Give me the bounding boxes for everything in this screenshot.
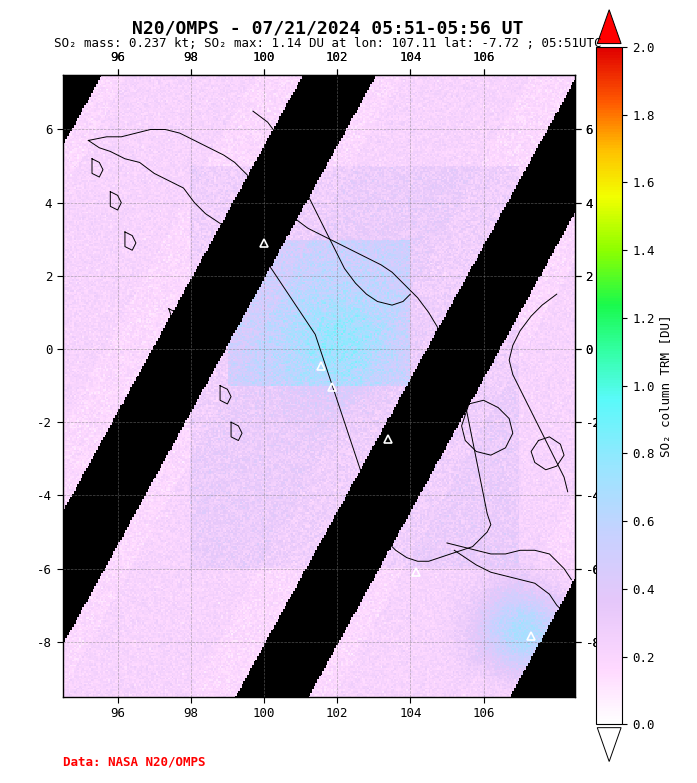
Polygon shape: [597, 9, 621, 44]
Text: SO₂ mass: 0.237 kt; SO₂ max: 1.14 DU at lon: 107.11 lat: -7.72 ; 05:51UTC: SO₂ mass: 0.237 kt; SO₂ max: 1.14 DU at …: [54, 37, 602, 50]
Text: Data: NASA N20/OMPS: Data: NASA N20/OMPS: [63, 756, 205, 769]
Polygon shape: [597, 727, 621, 762]
Y-axis label: SO₂ column TRM [DU]: SO₂ column TRM [DU]: [659, 315, 672, 456]
Text: N20/OMPS - 07/21/2024 05:51-05:56 UT: N20/OMPS - 07/21/2024 05:51-05:56 UT: [132, 20, 523, 38]
